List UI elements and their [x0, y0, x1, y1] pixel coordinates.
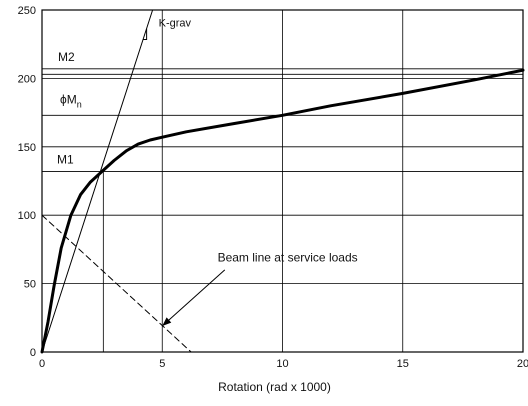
x-tick-label-0: 0 — [39, 358, 45, 370]
label-phi-mn-main: ϕM — [60, 92, 77, 106]
grid — [41, 9, 524, 353]
axes — [41, 9, 524, 353]
label-kgrav: K-grav — [159, 18, 192, 30]
plot-frame — [41, 9, 524, 353]
y-tick-label-150: 150 — [18, 142, 36, 154]
x-axis-label: Rotation (rad x 1000) — [218, 380, 331, 394]
x-tick-label-20: 20 — [517, 358, 528, 370]
beam-line-arrow — [161, 269, 226, 327]
series-thick-solid — [40, 68, 525, 354]
label-phi-mn-subscript: n — [77, 99, 82, 109]
y-tick-label-50: 50 — [24, 279, 36, 291]
y-tick-label-250: 250 — [18, 5, 36, 17]
label-m1: M1 — [57, 152, 74, 166]
label-beam-line: Beam line at service loads — [218, 251, 358, 265]
series — [40, 9, 525, 354]
label-m2: M2 — [58, 50, 75, 64]
x-tick-label-5: 5 — [159, 358, 165, 370]
series-thin-solid — [41, 9, 154, 353]
x-tick-label-15: 15 — [397, 358, 409, 370]
kgrav-slope-triangle — [143, 28, 148, 41]
series-dashed — [41, 214, 192, 353]
x-tick-label-10: 10 — [276, 358, 288, 370]
label-phi-mn: ϕMn — [60, 92, 82, 109]
y-tick-label-200: 200 — [18, 73, 36, 85]
y-tick-label-0: 0 — [30, 347, 36, 359]
y-tick-label-100: 100 — [18, 210, 36, 222]
beam-line-arrowhead — [162, 317, 172, 327]
